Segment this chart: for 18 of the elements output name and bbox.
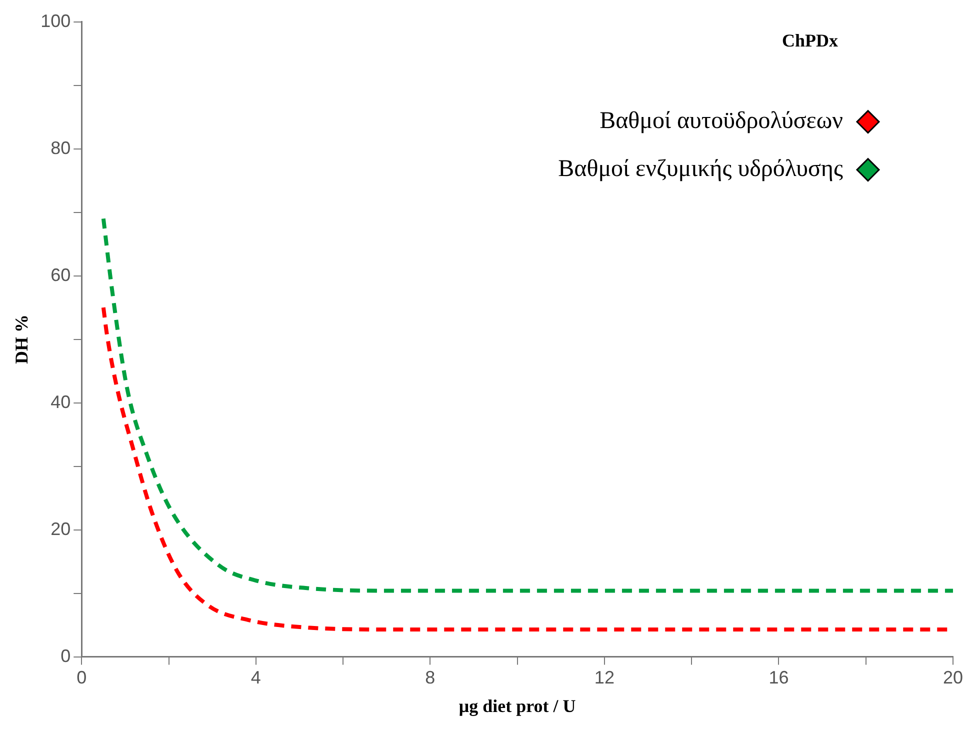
y-tick-label: 100 xyxy=(40,10,71,31)
x-tick-label: 0 xyxy=(76,668,87,688)
x-axis-title: μg diet prot / U xyxy=(458,696,576,716)
line-series xyxy=(101,216,953,593)
y-tick-label: 60 xyxy=(50,264,71,285)
x-tick-label: 12 xyxy=(594,668,614,688)
y-tick-label: 0 xyxy=(60,646,71,666)
y-tick-label: 20 xyxy=(50,518,71,539)
text: ChPDx xyxy=(782,30,838,50)
y-tick-label: 80 xyxy=(50,138,71,158)
legend-label: Βαθμοί αυτοϋδρολύσεων xyxy=(600,108,844,134)
x-tick-label: 16 xyxy=(768,668,789,688)
x-tick-label: 4 xyxy=(250,668,261,688)
x-tick-label: 8 xyxy=(425,668,436,688)
y-tick-label: 40 xyxy=(50,392,71,412)
x-tick-label: 20 xyxy=(942,668,964,688)
legend-label: Βαθμοί ενζυμικής υδρόλυσης xyxy=(558,156,844,182)
y-axis-title: DH % xyxy=(11,314,32,364)
